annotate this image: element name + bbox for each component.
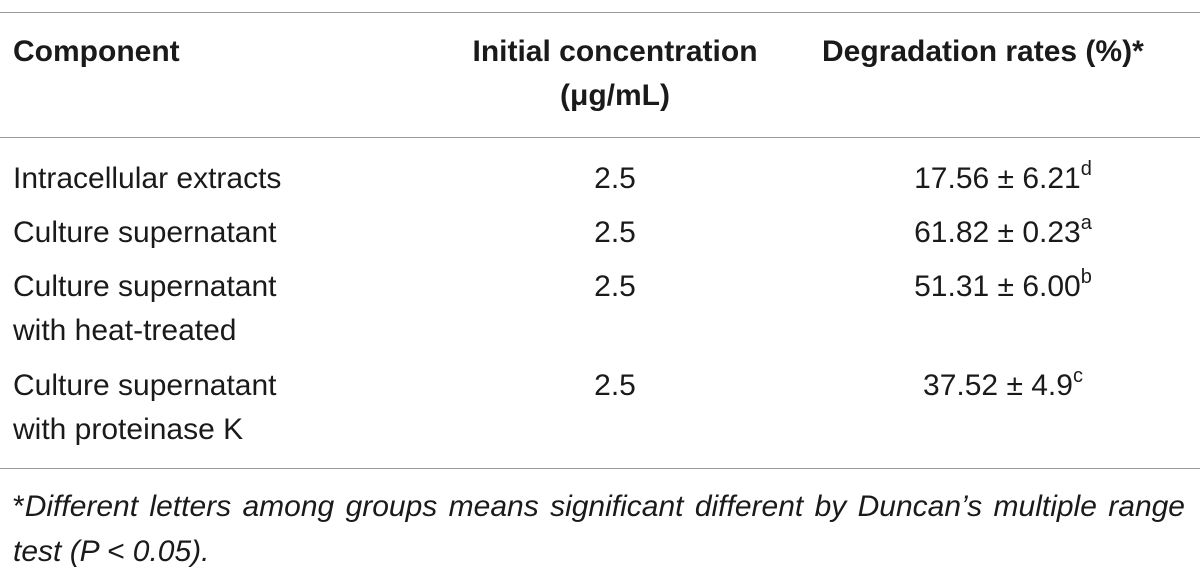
header-initial-line1: Initial concentration [472, 35, 758, 68]
row-4-rate-value: 37.52 ± 4.9 [923, 369, 1073, 402]
row-4-rate: 37.52 ± 4.9c [820, 364, 1186, 408]
header-initial-concentration: Initial concentration (μg/mL) [400, 30, 830, 118]
row-1-initial: 2.5 [594, 162, 636, 195]
row-2-component: Culture supernatant [13, 216, 277, 249]
table-footnote: *Different letters among groups means si… [13, 484, 1185, 574]
row-3-initial: 2.5 [594, 270, 636, 303]
row-3-rate-value: 51.31 ± 6.00 [914, 270, 1081, 303]
row-2-rate: 61.82 ± 0.23a [820, 211, 1186, 255]
row-4-component: Culture supernatant with proteinase K [13, 364, 277, 452]
row-1-rate: 17.56 ± 6.21d [820, 157, 1186, 201]
header-component: Component [13, 35, 180, 68]
header-rule [0, 137, 1200, 138]
row-2-initial: 2.5 [594, 216, 636, 249]
row-4-initial: 2.5 [594, 369, 636, 402]
table-bottom-rule [0, 468, 1200, 469]
header-degradation-rates: Degradation rates (%)* [822, 35, 1144, 68]
row-2-rate-value: 61.82 ± 0.23 [914, 216, 1081, 249]
footnote-text: Different letters among groups means sig… [13, 490, 1185, 568]
row-4-component-line1: Culture supernatant [13, 369, 277, 402]
row-3-component: Culture supernatant with heat-treated [13, 265, 277, 353]
footnote-mark: * [13, 490, 25, 523]
row-1-rate-value: 17.56 ± 6.21 [914, 162, 1081, 195]
row-1-component: Intracellular extracts [13, 162, 282, 195]
header-initial-line2: (μg/mL) [560, 79, 670, 112]
row-1-rate-superscript: d [1080, 158, 1092, 180]
row-4-component-line2: with proteinase K [13, 413, 244, 446]
row-3-rate: 51.31 ± 6.00b [820, 265, 1186, 309]
row-3-component-line1: Culture supernatant [13, 270, 277, 303]
table-top-rule [0, 12, 1200, 13]
row-3-component-line2: with heat-treated [13, 314, 237, 347]
row-4-rate-superscript: c [1072, 365, 1083, 387]
row-3-rate-superscript: b [1080, 266, 1092, 288]
row-2-rate-superscript: a [1080, 212, 1092, 234]
